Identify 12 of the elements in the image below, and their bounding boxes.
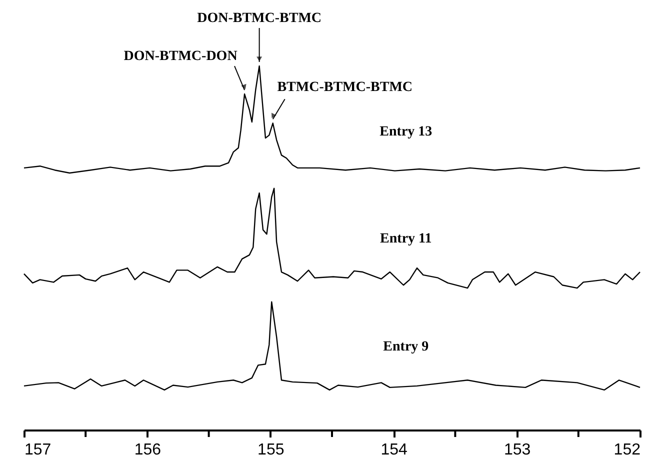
series-label: Entry 11 [380, 232, 432, 247]
x-tick-label: 156 [134, 442, 162, 458]
annotation: BTMC-BTMC-BTMC [277, 80, 413, 96]
x-tick-label: 157 [24, 442, 52, 458]
text: Entry 9 [383, 339, 429, 354]
annotation: DON-BTMC-DON [124, 49, 238, 64]
annotation: DON-BTMC-BTMC [197, 11, 322, 26]
x-tick-label: 155 [258, 442, 284, 458]
x-tick-label: 153 [504, 442, 531, 458]
x-tick-label: 152 [614, 442, 641, 458]
text: Entry 13 [380, 124, 432, 140]
x-tick-label: 154 [380, 442, 408, 458]
